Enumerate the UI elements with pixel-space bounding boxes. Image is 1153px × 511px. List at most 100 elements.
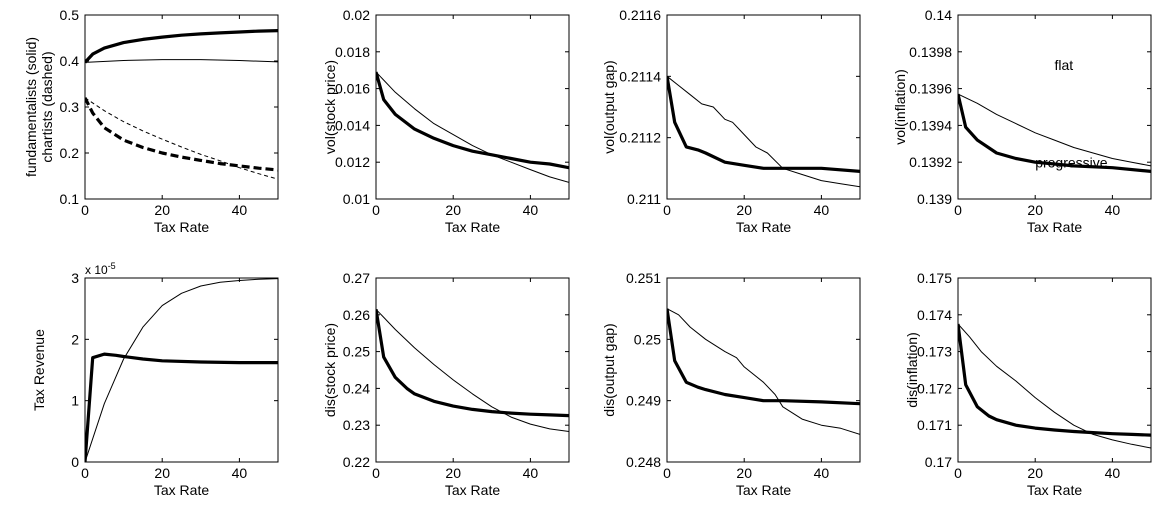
y-tick-label: 0.172 [917, 380, 952, 396]
x-axis-label: Tax Rate [1027, 219, 1082, 235]
axis-multiplier-base: x 10 [85, 263, 108, 277]
series-line-thick-dashed [85, 97, 278, 172]
y-tick-label: 0.02 [343, 7, 370, 23]
y-axis-label: dis(output gap) [601, 323, 617, 416]
chart-panel-6: 0 20 40 0.22 0.23 0.24 0.25 0.26 0.27 Tax Rate dis… [322, 270, 570, 498]
y-tick-label: 0.174 [917, 307, 952, 323]
plot-frame [375, 277, 570, 463]
y-tick-label: 0.018 [335, 44, 370, 60]
y-axis-label-line: chartists (dashed) [39, 51, 55, 162]
plot-frame [666, 277, 861, 463]
chart-panel-4: 0 20 40 0.139 0.1392 0.1394 0.1396 0.1398 0.14 Ta… [892, 7, 1152, 235]
y-tick-label: 0.1396 [909, 81, 952, 97]
series-line-thin [667, 308, 860, 435]
x-axis-label: Tax Rate [154, 482, 209, 498]
axis-multiplier-exponent: -5 [108, 261, 116, 271]
series-line-thin-dashed [85, 97, 278, 180]
x-tick-label: 40 [232, 465, 248, 481]
y-tick-label: 0.23 [343, 417, 370, 433]
chart-panel-7: 0 20 40 0.248 0.249 0.25 0.251 Tax Rate dis(outp… [601, 270, 861, 498]
y-tick-label: 0.24 [343, 380, 370, 396]
series-line-thick [667, 76, 860, 173]
x-axis-label: Tax Rate [1027, 482, 1082, 498]
x-axis-label: Tax Rate [445, 482, 500, 498]
series-line-thin [85, 278, 278, 462]
x-tick-label: 0 [81, 465, 89, 481]
y-tick-label: 0.251 [626, 270, 661, 286]
y-tick-label: 3 [71, 270, 79, 286]
x-tick-label: 20 [154, 465, 170, 481]
plot-frame [666, 14, 861, 200]
y-axis-label: vol(output gap) [601, 60, 617, 153]
y-tick-label: 0.3 [60, 99, 80, 115]
series-line-thin [85, 59, 278, 63]
x-axis-label: Tax Rate [736, 482, 791, 498]
y-tick-label: 0.17 [925, 454, 952, 470]
plot-frame [957, 14, 1152, 200]
y-tick-label: 0.22 [343, 454, 370, 470]
y-axis-label: vol(stock price) [322, 60, 338, 154]
y-tick-label: 0.25 [343, 344, 370, 360]
y-tick-label: 0.171 [917, 417, 952, 433]
x-tick-label: 40 [232, 202, 248, 218]
x-tick-label: 40 [814, 202, 830, 218]
series-line-thin [376, 308, 569, 432]
y-axis-label-line: fundamentalists (solid) [23, 37, 39, 177]
chart-panel-5: 0 20 40 0 1 2 3 Tax Rate Tax Revenue x 10-5 [31, 261, 279, 498]
y-tick-label: 0.248 [626, 454, 661, 470]
series-line-thin [376, 71, 569, 183]
x-tick-label: 0 [372, 202, 380, 218]
x-tick-label: 0 [663, 202, 671, 218]
y-tick-label: 0.25 [634, 331, 661, 347]
plot-frame [957, 277, 1152, 463]
chart-panel-1: 0 20 40 0.1 0.2 0.3 0.4 0.5 Tax Rate fundamentali… [23, 7, 279, 235]
y-tick-label: 2 [71, 331, 79, 347]
y-tick-label: 0.2112 [619, 130, 661, 146]
series-line-thin [958, 93, 1151, 167]
y-tick-label: 0.14 [925, 7, 952, 23]
series-line-thick [85, 29, 278, 64]
x-tick-label: 0 [372, 465, 380, 481]
series-line-thick [958, 93, 1151, 173]
x-tick-label: 40 [523, 465, 539, 481]
x-tick-label: 20 [445, 202, 461, 218]
y-tick-label: 0.26 [343, 307, 370, 323]
y-tick-label: 0.211 [627, 191, 661, 207]
y-tick-label: 0.27 [343, 270, 370, 286]
series-line-thick [958, 323, 1151, 437]
plot-frame [375, 14, 570, 200]
y-tick-label: 0.2116 [619, 7, 661, 23]
series-line-thin [667, 75, 860, 188]
y-tick-label: 0.01 [343, 191, 370, 207]
y-tick-label: 0.173 [917, 344, 952, 360]
plot-frame [84, 14, 279, 200]
series-line-thin [958, 323, 1151, 449]
series-line-thick [376, 71, 569, 170]
y-axis-label: dis(inflation) [904, 332, 920, 407]
y-axis-label: fundamentalists (solid)chartists (dashed… [23, 37, 55, 177]
y-tick-label: 0.2114 [619, 68, 661, 84]
y-tick-label: 0 [71, 454, 79, 470]
x-tick-label: 0 [954, 465, 962, 481]
x-axis-label: Tax Rate [445, 219, 500, 235]
y-tick-label: 1 [71, 393, 79, 409]
y-tick-label: 0.5 [60, 7, 80, 23]
y-tick-label: 0.139 [917, 191, 952, 207]
x-tick-label: 20 [736, 202, 752, 218]
series-line-thick [85, 352, 278, 462]
chart-panel-3: 0 20 40 0.211 0.2112 0.2114 0.2116 Tax Rate vol(… [601, 7, 861, 235]
y-tick-label: 0.016 [335, 81, 370, 97]
y-tick-label: 0.249 [626, 393, 661, 409]
y-tick-label: 0.012 [335, 154, 370, 170]
y-axis-label: Tax Revenue [31, 329, 47, 411]
x-tick-label: 0 [663, 465, 671, 481]
y-tick-label: 0.014 [335, 117, 370, 133]
y-axis-label: vol(inflation) [892, 69, 908, 144]
x-tick-label: 40 [523, 202, 539, 218]
annotation-label: flat [1055, 57, 1074, 73]
x-tick-label: 20 [1027, 465, 1043, 481]
y-tick-label: 0.2 [60, 145, 80, 161]
x-tick-label: 20 [445, 465, 461, 481]
x-tick-label: 20 [1027, 202, 1043, 218]
